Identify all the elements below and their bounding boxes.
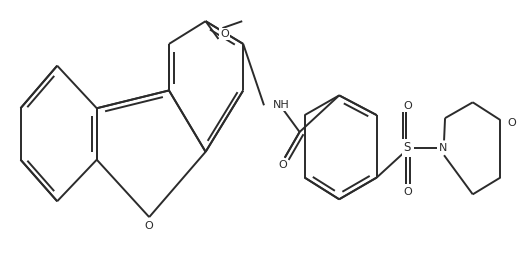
Text: O: O — [403, 101, 412, 111]
Text: O: O — [220, 29, 229, 39]
Text: O: O — [278, 160, 287, 170]
Text: O: O — [403, 187, 412, 197]
Text: N: N — [439, 143, 447, 153]
Text: O: O — [507, 118, 516, 128]
Text: O: O — [145, 221, 154, 231]
Text: S: S — [403, 141, 410, 154]
Text: NH: NH — [272, 100, 289, 110]
